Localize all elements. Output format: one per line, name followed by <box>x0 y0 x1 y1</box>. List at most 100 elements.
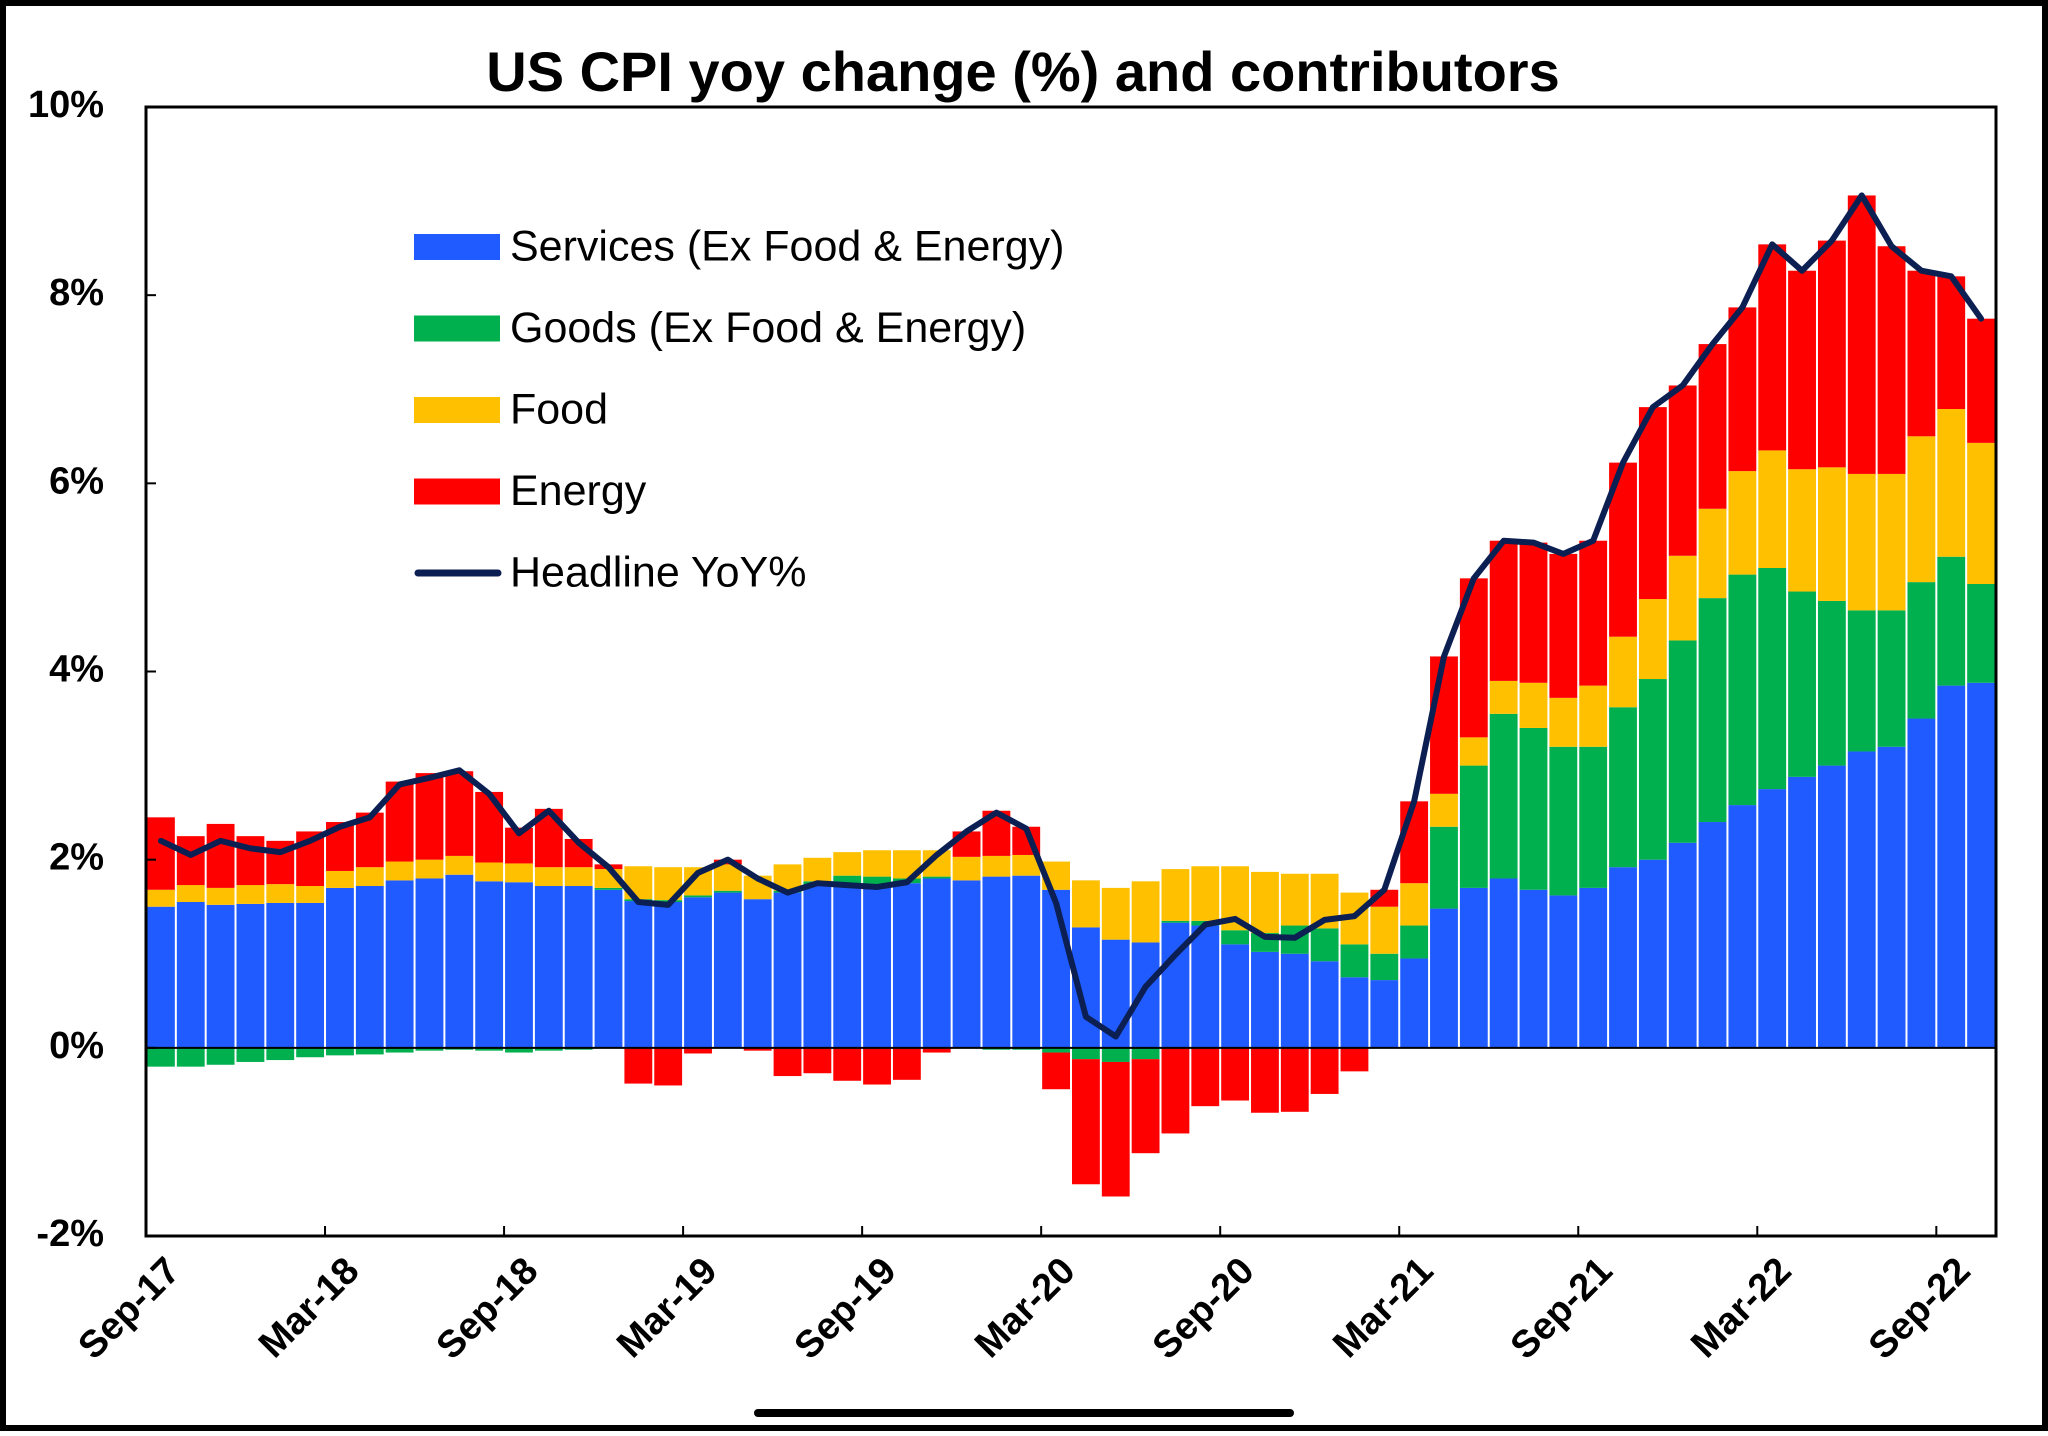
bar <box>445 855 474 875</box>
bar <box>445 771 474 856</box>
bar <box>1668 385 1697 556</box>
y-tick-label: 0% <box>49 1025 104 1067</box>
bar <box>773 892 802 1048</box>
bar <box>1191 1047 1220 1107</box>
bar <box>1459 887 1488 1048</box>
bar <box>1280 953 1309 1048</box>
bar <box>1519 727 1548 890</box>
bar <box>1698 508 1727 599</box>
bar <box>385 861 414 881</box>
bar <box>1370 953 1399 981</box>
bar <box>1012 875 1041 1048</box>
bar <box>505 863 533 883</box>
bar <box>1251 1047 1279 1113</box>
bar <box>1847 751 1876 1048</box>
bar <box>1788 776 1816 1048</box>
bar <box>1698 344 1727 509</box>
bar <box>863 1047 891 1085</box>
bar <box>206 1047 235 1065</box>
bar <box>1131 942 1160 1048</box>
bar <box>1042 1052 1070 1090</box>
bar <box>833 883 862 1048</box>
bar <box>296 1047 325 1058</box>
bar <box>1638 599 1667 680</box>
bar <box>1817 600 1846 766</box>
bar <box>1191 866 1220 921</box>
bar <box>1907 582 1936 719</box>
y-tick-label: 10% <box>28 84 104 126</box>
bar <box>176 885 205 903</box>
bar <box>505 1047 533 1053</box>
bar <box>1340 1047 1369 1072</box>
bar <box>1728 574 1757 806</box>
bar <box>1280 1047 1309 1112</box>
bar <box>1072 880 1100 928</box>
bar <box>1131 881 1160 943</box>
bar <box>1430 826 1458 909</box>
bar <box>982 855 1011 877</box>
bar <box>1907 718 1936 1048</box>
bar <box>1907 270 1936 437</box>
bar <box>1698 598 1727 823</box>
line-series <box>157 192 1985 1040</box>
bar <box>952 880 981 1048</box>
bar <box>475 1047 504 1051</box>
bar <box>1638 407 1667 600</box>
bar <box>594 887 623 890</box>
chart-title: US CPI yoy change (%) and contributors <box>486 40 1559 103</box>
bar <box>684 897 712 1048</box>
bar <box>176 902 205 1048</box>
bar <box>1489 540 1518 681</box>
bar <box>1161 920 1190 923</box>
bar <box>922 1047 951 1053</box>
bar <box>1340 944 1369 978</box>
legend-swatch <box>414 234 500 260</box>
bar <box>1221 944 1250 1048</box>
bar <box>1400 958 1429 1048</box>
bar <box>1549 746 1578 896</box>
bar <box>713 892 742 1048</box>
bar <box>743 1047 772 1051</box>
bar <box>1847 473 1876 611</box>
bar <box>684 895 712 898</box>
bar <box>982 876 1011 1048</box>
bar <box>773 1047 802 1077</box>
bar <box>326 887 354 1048</box>
bar <box>1609 636 1637 708</box>
bar <box>385 1047 414 1053</box>
bar <box>892 1047 921 1080</box>
bar <box>922 878 951 1048</box>
bar <box>1131 1047 1160 1060</box>
bar <box>505 882 533 1048</box>
bar <box>1340 977 1369 1048</box>
bar <box>863 850 891 877</box>
bar <box>415 859 444 879</box>
y-tick-label: 8% <box>49 272 104 314</box>
bar <box>1042 889 1070 1048</box>
bar <box>1579 685 1608 747</box>
legend-label: Energy <box>510 467 647 515</box>
bar <box>1310 961 1339 1048</box>
bar <box>1370 980 1399 1048</box>
bar <box>176 1047 205 1067</box>
bar <box>1221 1047 1250 1101</box>
bar <box>833 852 862 876</box>
bar <box>534 867 563 887</box>
legend-label: Services (Ex Food & Energy) <box>510 222 1064 270</box>
bar <box>1310 928 1339 962</box>
bar <box>206 823 235 888</box>
bar <box>206 904 235 1048</box>
bar <box>833 1047 862 1081</box>
bar <box>1937 276 1966 410</box>
bar <box>1877 473 1906 611</box>
bar <box>1877 610 1906 747</box>
bar <box>1967 584 1995 683</box>
bar <box>803 1047 832 1074</box>
bar <box>1489 713 1518 879</box>
bar <box>1668 842 1697 1048</box>
bar <box>713 890 742 893</box>
bar <box>1459 737 1488 766</box>
y-tick-label: -2% <box>36 1213 104 1255</box>
bar <box>1400 925 1429 959</box>
